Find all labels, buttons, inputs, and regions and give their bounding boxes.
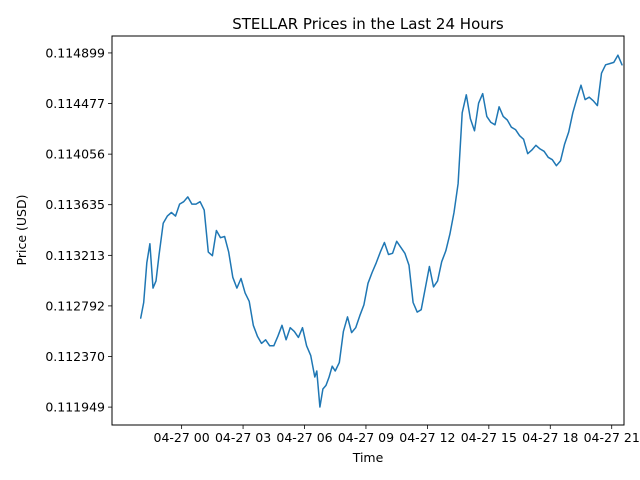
y-tick-label: 0.114477 xyxy=(45,96,105,111)
y-axis: 0.111949 0.112370 0.112792 0.113213 0.113635… xyxy=(45,45,112,415)
x-axis-label: Time xyxy=(352,450,384,465)
x-tick-label: 04-27 00 xyxy=(154,430,210,445)
y-axis-label: Price (USD) xyxy=(14,195,29,266)
x-tick-label: 04-27 03 xyxy=(215,430,271,445)
y-tick-label: 0.113213 xyxy=(45,248,105,263)
x-axis: 04-27 00 04-27 03 04-27 06 04-27 09 04-27 12… xyxy=(154,425,640,445)
y-tick-label: 0.114056 xyxy=(45,147,105,162)
y-tick-label: 0.112370 xyxy=(45,349,105,364)
x-tick-label: 04-27 06 xyxy=(276,430,332,445)
x-tick-label: 04-27 21 xyxy=(584,430,640,445)
x-tick-label: 04-27 09 xyxy=(338,430,394,445)
y-tick-label: 0.113635 xyxy=(45,197,105,212)
y-tick-label: 0.114899 xyxy=(45,45,105,60)
y-tick-label: 0.112792 xyxy=(45,298,105,313)
price-series-line xyxy=(139,54,623,408)
plot-frame xyxy=(111,35,625,426)
chart-title: STELLAR Prices in the Last 24 Hours xyxy=(232,15,504,33)
x-tick-label: 04-27 12 xyxy=(399,430,455,445)
x-tick-label: 04-27 18 xyxy=(522,430,578,445)
plot-area xyxy=(111,35,625,426)
x-tick-label: 04-27 15 xyxy=(461,430,517,445)
y-tick-label: 0.111949 xyxy=(45,400,105,415)
